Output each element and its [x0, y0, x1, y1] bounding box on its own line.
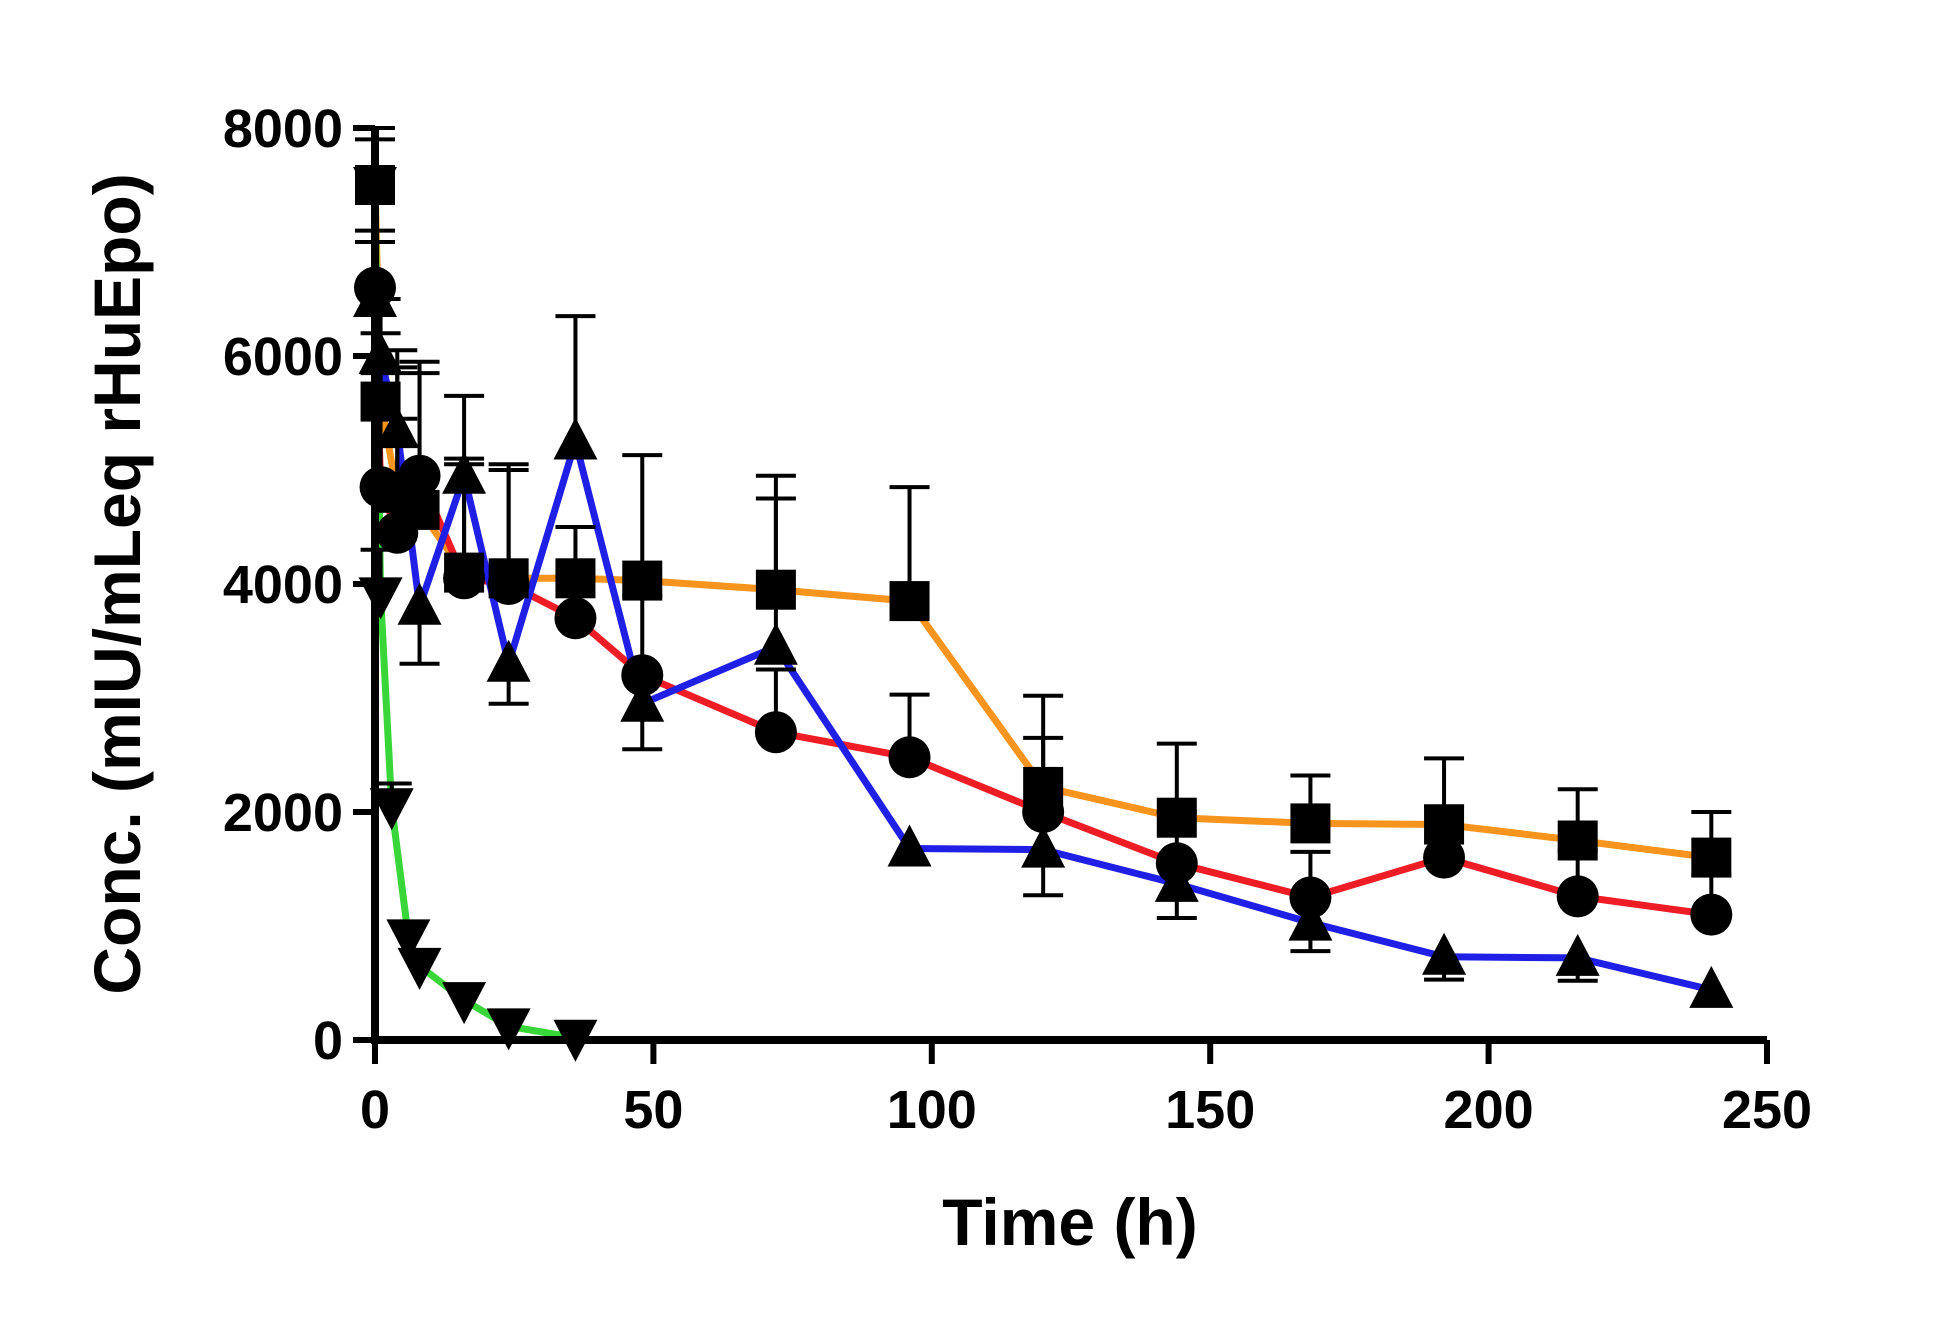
x-tick-label-0: 0 [360, 1080, 390, 1140]
x-tick-label-2: 100 [887, 1080, 977, 1140]
series-3-point-2 [375, 406, 420, 449]
y-tick-label-4: 8000 [223, 99, 343, 159]
x-tick-label-4: 200 [1444, 1080, 1534, 1140]
series-4-point-1 [358, 577, 403, 620]
series-3-point-6 [553, 417, 598, 460]
series-2-point-7 [621, 654, 664, 697]
series-2-point-5 [487, 563, 530, 605]
ticks: 0 50 100 150 200 250 0 2000 4000 6000 8000 [223, 99, 1812, 1140]
series-2-point-14 [1556, 875, 1599, 918]
series-4-point-5 [442, 982, 487, 1025]
series-1-point-8 [755, 569, 796, 610]
series-3-point-11 [1154, 859, 1199, 902]
y-tick-label-1: 2000 [223, 783, 343, 843]
series-4-point-3 [386, 919, 431, 962]
x-tick-label-1: 50 [623, 1080, 683, 1140]
series-2-point-1 [359, 466, 402, 509]
x-tick-label-5: 250 [1722, 1080, 1812, 1140]
series-1-point-15 [1691, 837, 1732, 878]
series-1-point-9 [889, 581, 930, 622]
series-3-point-5 [486, 639, 531, 682]
series-2-point-9 [888, 736, 931, 779]
y-tick-label-2: 4000 [223, 555, 343, 615]
y-tick-label-3: 6000 [223, 327, 343, 387]
series-3-point-10 [1021, 825, 1066, 868]
series-3-point-14 [1555, 933, 1600, 976]
series-1-point-6 [555, 558, 596, 599]
series-3-point-4 [442, 451, 487, 494]
series-2-point-3 [398, 454, 441, 497]
series-layer [353, 126, 1734, 1062]
series-1-point-7 [622, 560, 663, 601]
series-4-point-4 [397, 947, 442, 990]
series-2-point-6 [554, 597, 597, 640]
series-2-point-8 [754, 711, 797, 754]
series-3-point-3 [397, 582, 442, 625]
series-2-point-15 [1690, 893, 1733, 936]
series-4-point-2 [369, 788, 414, 831]
series-2-point-2 [376, 511, 419, 554]
x-tick-label-3: 150 [1165, 1080, 1255, 1140]
series-3-point-13 [1422, 932, 1467, 975]
series-3-point-1 [358, 332, 403, 374]
series-2-point-10 [1022, 791, 1065, 833]
series-2-point-12 [1289, 876, 1332, 919]
series-1-point-11 [1156, 797, 1197, 838]
series-2-point-4 [443, 557, 486, 600]
series-3-point-9 [887, 824, 932, 867]
y-axis-title: Conc. (mIU/mLeq rHuEpo) [80, 173, 154, 994]
x-axis-title: Time (h) [942, 1185, 1197, 1259]
series-1-errorbar-7 [622, 453, 663, 581]
series-3-point-7 [620, 679, 665, 722]
series-3-point-15 [1689, 965, 1734, 1008]
series-3-point-12 [1288, 898, 1333, 941]
y-tick-label-0: 0 [313, 1011, 343, 1071]
series-1-point-12 [1290, 803, 1331, 844]
series-2-point-13 [1423, 836, 1466, 879]
series-1-point-14 [1557, 820, 1598, 861]
series-4-point-6 [486, 1008, 531, 1051]
series-3-point-8 [753, 622, 798, 665]
